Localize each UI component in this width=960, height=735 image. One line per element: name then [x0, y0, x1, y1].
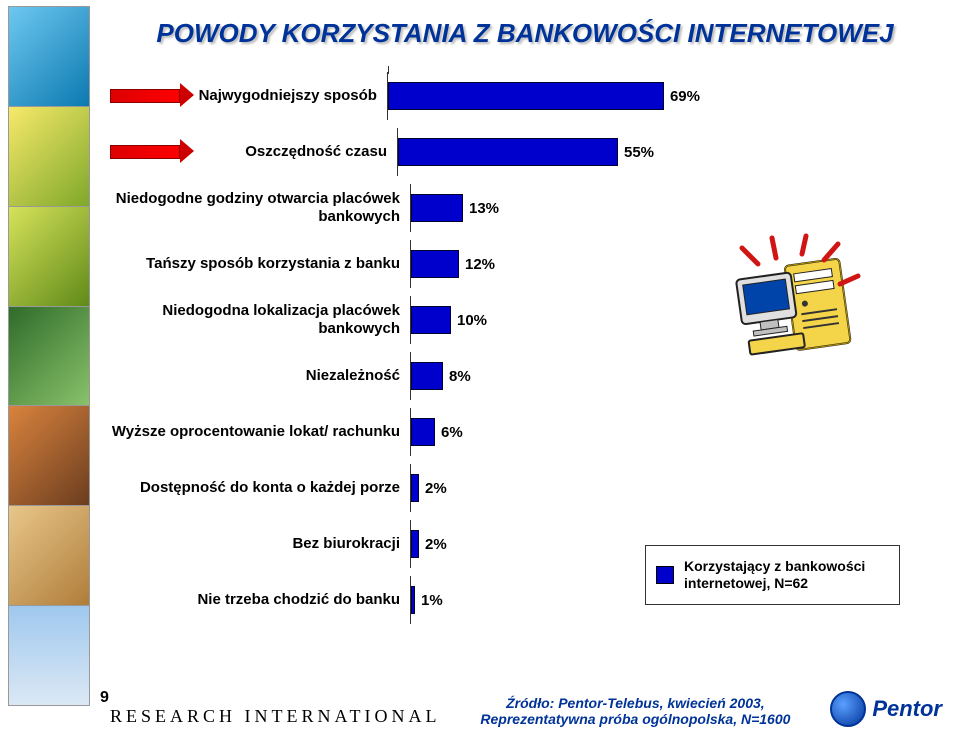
bar-area: 69% [387, 72, 700, 120]
bar-value: 2% [425, 480, 447, 497]
bar-area: 12% [410, 240, 700, 288]
callout-arrow-icon [110, 145, 180, 159]
bar-value: 13% [469, 200, 499, 217]
pentor-text: Pentor [872, 696, 942, 722]
sidebar-tile [9, 606, 89, 705]
bar-area: 8% [410, 352, 700, 400]
bar-label: Tańszy sposób korzystania z banku [110, 255, 410, 273]
bar-label: Nie trzeba chodzić do banku [110, 591, 410, 609]
bar-label: Najwygodniejszy sposób [192, 87, 387, 105]
bar [411, 418, 435, 446]
chart-row: Dostępność do konta o każdej porze 2% [110, 464, 700, 512]
legend-swatch [656, 566, 674, 584]
brand-right: Pentor [830, 691, 942, 727]
bar [411, 362, 443, 390]
bar [411, 474, 419, 502]
callout-arrow-icon [110, 89, 180, 103]
bar [388, 82, 664, 110]
page-number: 9 [100, 689, 109, 707]
bar-area: 6% [410, 408, 700, 456]
sidebar-tile [9, 107, 89, 207]
bar-label: Bez biurokracji [110, 535, 410, 553]
bar-label: Niezależność [110, 367, 410, 385]
bar-label: Oszczędność czasu [192, 143, 397, 161]
bar-label: Wyższe oprocentowanie lokat/ rachunku [110, 423, 410, 441]
chart-row: Niedogodna lokalizacja placówek bankowyc… [110, 296, 700, 344]
chart-row: Nie trzeba chodzić do banku 1% [110, 576, 700, 624]
bar-value: 2% [425, 536, 447, 553]
bar-label: Niedogodne godziny otwarcia placówek ban… [110, 190, 410, 226]
sidebar-tile [9, 406, 89, 506]
slide-footer: RESEARCH INTERNATIONAL Źródło: Pentor-Te… [110, 691, 942, 727]
chart-row: Bez biurokracji 2% [110, 520, 700, 568]
chart-row: Najwygodniejszy sposób 69% [110, 72, 700, 120]
slide-title: POWODY KORZYSTANIA Z BANKOWOŚCI INTERNET… [110, 18, 940, 49]
chart-legend: Korzystający z bankowości internetowej, … [645, 545, 900, 605]
bar-area: 13% [410, 184, 700, 232]
bar [411, 306, 451, 334]
sidebar-tile [9, 207, 89, 307]
sidebar-image-strip [8, 6, 90, 706]
reasons-bar-chart: Najwygodniejszy sposób 69% Oszczędność cza… [110, 72, 700, 632]
bar-value: 12% [465, 256, 495, 273]
sidebar-tile [9, 7, 89, 107]
bar-area: 10% [410, 296, 700, 344]
bar [411, 586, 415, 614]
bar-area: 55% [397, 128, 700, 176]
bar-label: Dostępność do konta o każdej porze [110, 479, 410, 497]
chart-row: Niezależność 8% [110, 352, 700, 400]
bar-value: 8% [449, 368, 471, 385]
bar-area: 2% [410, 464, 700, 512]
chart-row: Wyższe oprocentowanie lokat/ rachunku 6% [110, 408, 700, 456]
source-line2: Reprezentatywna próba ogólnopolska, N=16… [480, 711, 790, 727]
chart-row: Niedogodne godziny otwarcia placówek ban… [110, 184, 700, 232]
bar [398, 138, 618, 166]
chart-row: Tańszy sposób korzystania z banku 12% [110, 240, 700, 288]
bar-value: 55% [624, 144, 654, 161]
chart-row: Oszczędność czasu 55% [110, 128, 700, 176]
computer-icon [720, 230, 870, 380]
sidebar-tile [9, 506, 89, 606]
bar [411, 530, 419, 558]
sidebar-tile [9, 307, 89, 407]
bar-value: 1% [421, 592, 443, 609]
bar-value: 10% [457, 312, 487, 329]
source-text: Źródło: Pentor-Telebus, kwiecień 2003, R… [441, 695, 831, 727]
source-line1: Źródło: Pentor-Telebus, kwiecień 2003, [506, 695, 765, 711]
legend-text: Korzystający z bankowości internetowej, … [684, 558, 889, 592]
bar [411, 194, 463, 222]
pentor-logo-icon [830, 691, 866, 727]
bar [411, 250, 459, 278]
bar-value: 6% [441, 424, 463, 441]
bar-value: 69% [670, 88, 700, 105]
brand-left: RESEARCH INTERNATIONAL [110, 706, 441, 727]
bar-label: Niedogodna lokalizacja placówek bankowyc… [110, 302, 410, 338]
